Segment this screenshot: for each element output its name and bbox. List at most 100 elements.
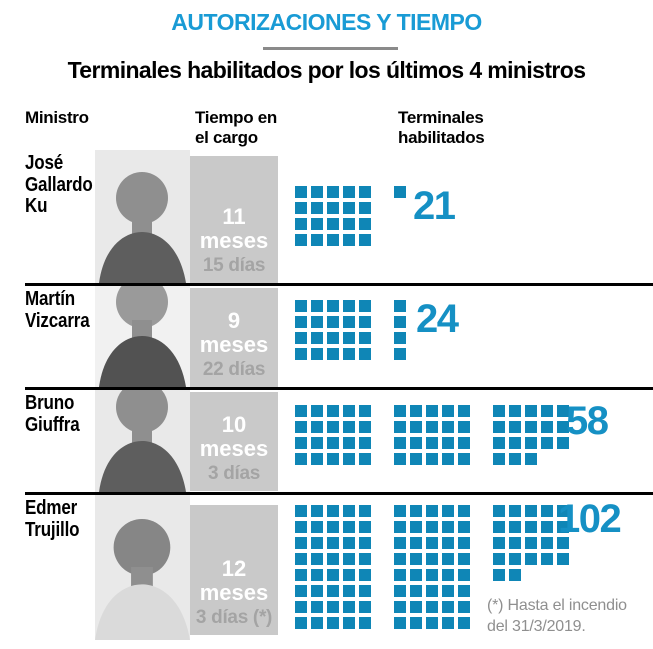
- terminal-square: [311, 453, 323, 465]
- terminal-square: [359, 234, 371, 246]
- minister-row: Bruno Giuffra 10 meses 3 días 58: [0, 390, 653, 495]
- chart-title: Terminales habilitados por los últimos 4…: [67, 57, 586, 83]
- terminal-square: [525, 405, 537, 417]
- terminal-square: [509, 421, 521, 433]
- terminal-square: [458, 437, 470, 449]
- terminal-square: [426, 437, 438, 449]
- terminal-square: [426, 617, 438, 629]
- terminal-square: [295, 437, 307, 449]
- terminal-square: [426, 405, 438, 417]
- days-label: 15 días: [202, 255, 266, 276]
- square-block: [295, 300, 375, 364]
- terminal-square: [442, 537, 454, 549]
- terminal-square: [295, 553, 307, 565]
- terminal-square: [343, 453, 355, 465]
- square-block: [394, 505, 474, 633]
- minister-photo: [95, 390, 190, 492]
- terminal-square: [327, 421, 339, 433]
- terminal-square: [394, 505, 406, 517]
- terminal-square: [343, 569, 355, 581]
- terminal-square: [458, 405, 470, 417]
- person-silhouette-icon: [95, 495, 190, 640]
- terminal-square: [311, 405, 323, 417]
- terminal-square: [359, 316, 371, 328]
- terminal-square: [493, 437, 505, 449]
- terminal-square: [394, 617, 406, 629]
- terminal-square: [493, 521, 505, 533]
- terminal-square: [359, 505, 371, 517]
- months-value: 12: [221, 556, 247, 581]
- terminal-square: [410, 505, 422, 517]
- terminal-square: [557, 437, 569, 449]
- terminal-square: [295, 421, 307, 433]
- terminal-square: [493, 405, 505, 417]
- footnote: (*) Hasta el incendio del 31/3/2019.: [487, 597, 627, 635]
- days-label: 3 días (*): [195, 607, 273, 628]
- terminal-square: [359, 332, 371, 344]
- terminal-square: [327, 332, 339, 344]
- terminal-square: [343, 553, 355, 565]
- terminal-square: [394, 332, 406, 344]
- terminal-square: [442, 437, 454, 449]
- terminal-square: [410, 569, 422, 581]
- terminal-square: [327, 521, 339, 533]
- terminal-square: [295, 218, 307, 230]
- terminal-square: [410, 437, 422, 449]
- terminal-square: [343, 521, 355, 533]
- terminal-square: [557, 521, 569, 533]
- terminal-square: [343, 585, 355, 597]
- terminal-square: [327, 316, 339, 328]
- terminal-square: [410, 453, 422, 465]
- minister-name: Bruno Giuffra: [25, 392, 80, 436]
- terminal-square: [525, 553, 537, 565]
- terminal-square: [458, 553, 470, 565]
- terminal-square: [327, 601, 339, 613]
- terminal-square: [557, 505, 569, 517]
- terminal-square: [458, 505, 470, 517]
- terminal-square: [295, 300, 307, 312]
- terminal-square: [525, 437, 537, 449]
- terminal-square: [458, 421, 470, 433]
- time-in-office-bar: 11 meses 15 días: [190, 156, 278, 283]
- terminal-square: [327, 405, 339, 417]
- terminal-squares: [295, 186, 410, 250]
- terminal-count: 24: [416, 297, 459, 341]
- terminal-square: [295, 585, 307, 597]
- ministers-list: José Gallardo Ku 11 meses 15 días 21 Mar…: [0, 150, 653, 649]
- terminal-square: [343, 537, 355, 549]
- terminal-square: [541, 437, 553, 449]
- months-value: 11: [222, 204, 246, 229]
- person-silhouette-icon: [95, 150, 190, 283]
- terminal-square: [359, 348, 371, 360]
- terminal-square: [493, 453, 505, 465]
- minister-row: José Gallardo Ku 11 meses 15 días 21: [0, 150, 653, 286]
- terminal-square: [359, 186, 371, 198]
- terminal-square: [311, 300, 323, 312]
- terminal-square: [359, 300, 371, 312]
- terminal-square: [541, 537, 553, 549]
- terminal-square: [311, 553, 323, 565]
- terminal-square: [410, 553, 422, 565]
- terminal-square: [458, 617, 470, 629]
- terminal-square: [509, 505, 521, 517]
- terminal-square: [394, 437, 406, 449]
- terminal-square: [541, 505, 553, 517]
- terminal-square: [525, 537, 537, 549]
- terminal-square: [509, 521, 521, 533]
- minister-row: Martín Vizcarra 9 meses 22 días 24: [0, 286, 653, 390]
- terminal-square: [327, 617, 339, 629]
- square-block: [295, 505, 375, 633]
- terminal-square: [410, 405, 422, 417]
- terminal-square: [295, 601, 307, 613]
- terminal-square: [327, 218, 339, 230]
- terminal-square: [394, 601, 406, 613]
- minister-row: Edmer Trujillo 12 meses 3 días (*) 102: [0, 495, 653, 649]
- terminal-square: [458, 521, 470, 533]
- terminal-square: [426, 421, 438, 433]
- kicker-title: AUTORIZACIONES Y TIEMPO: [171, 9, 482, 35]
- terminal-square: [442, 553, 454, 565]
- terminal-square: [327, 186, 339, 198]
- terminal-square: [525, 521, 537, 533]
- terminal-square: [394, 300, 406, 312]
- months-label: meses: [199, 580, 269, 605]
